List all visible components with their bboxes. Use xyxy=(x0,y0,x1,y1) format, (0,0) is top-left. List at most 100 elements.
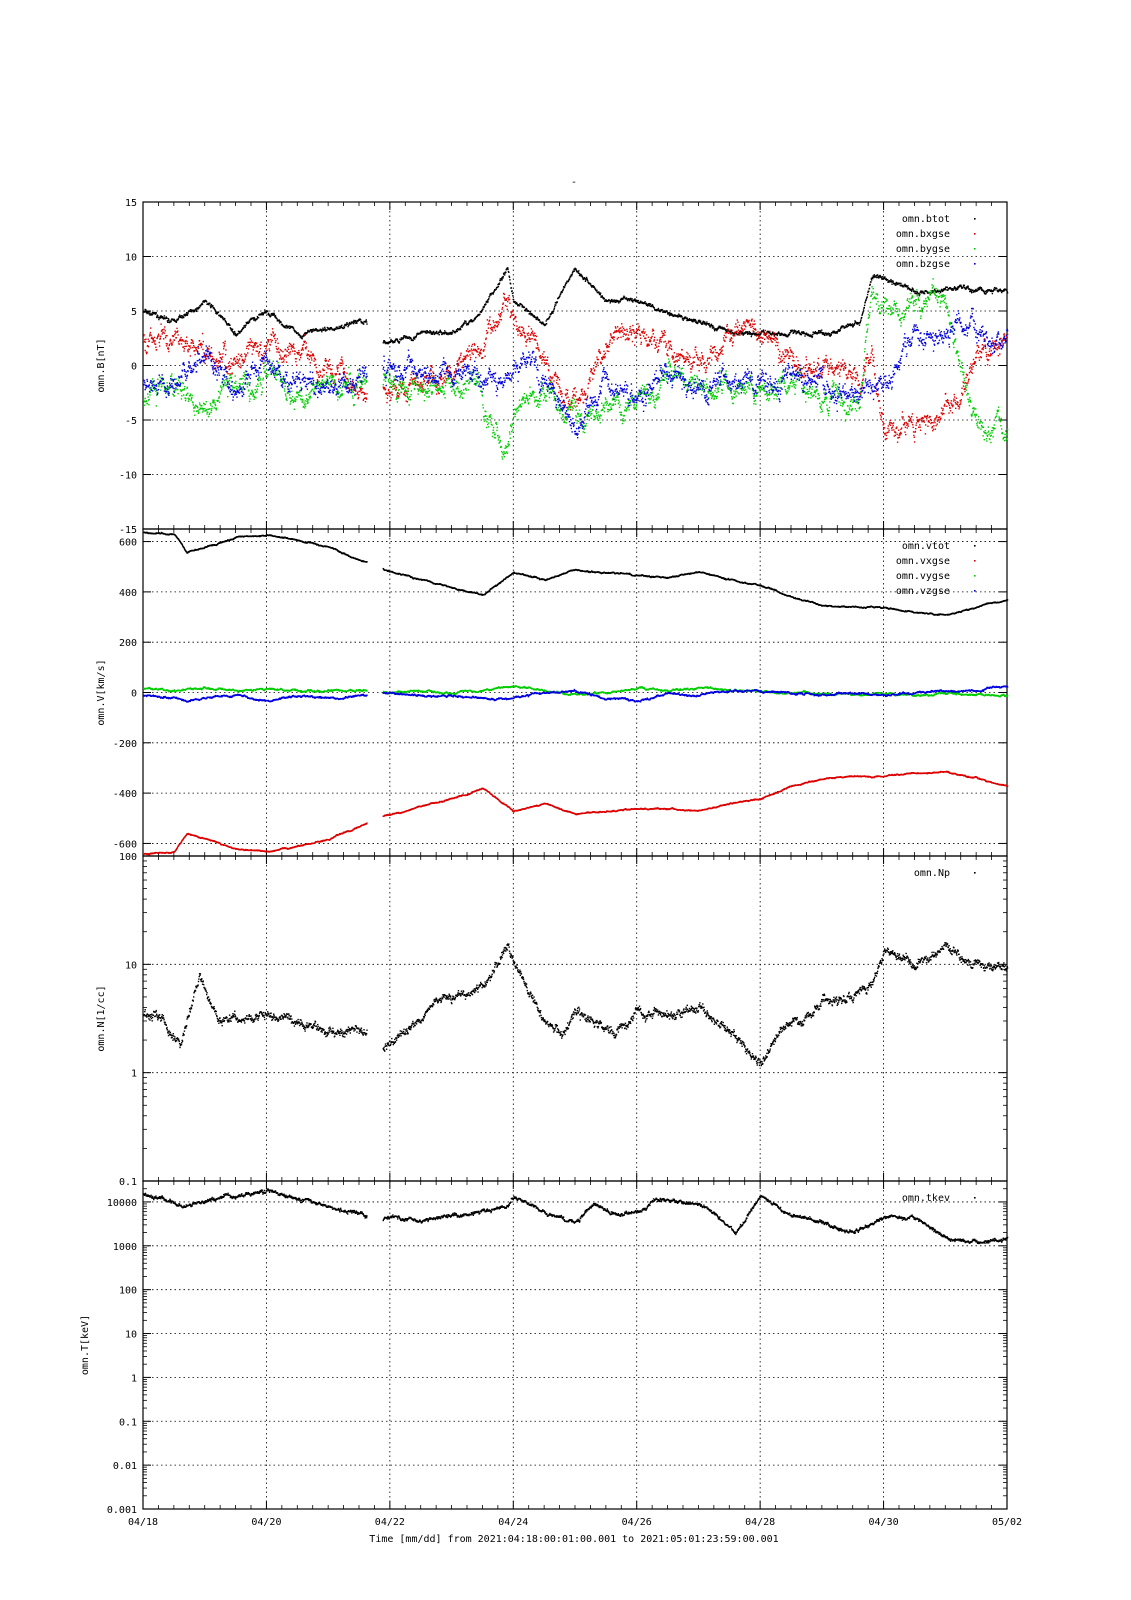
data-point xyxy=(764,339,765,340)
data-point xyxy=(564,286,565,287)
data-point xyxy=(217,365,218,366)
data-point xyxy=(884,276,885,277)
data-point xyxy=(561,393,562,394)
data-point xyxy=(751,320,752,321)
data-point xyxy=(696,355,697,356)
data-point xyxy=(293,346,294,347)
data-point xyxy=(991,354,992,355)
data-point xyxy=(236,356,237,357)
data-point xyxy=(554,306,555,307)
data-point xyxy=(865,366,866,367)
data-point xyxy=(687,357,688,358)
data-point xyxy=(936,416,937,417)
data-point xyxy=(267,343,268,344)
data-point xyxy=(725,337,726,338)
data-point xyxy=(526,341,527,342)
data-point xyxy=(536,336,537,337)
data-point xyxy=(748,321,749,322)
data-point xyxy=(724,340,725,341)
data-point xyxy=(219,391,220,392)
data-point xyxy=(825,355,826,356)
data-point xyxy=(490,324,491,325)
data-point xyxy=(311,359,312,360)
data-point xyxy=(878,394,879,395)
data-point xyxy=(173,335,174,336)
data-point xyxy=(971,369,972,370)
data-point xyxy=(285,354,286,355)
data-point xyxy=(932,430,933,431)
data-point xyxy=(860,319,861,320)
data-point xyxy=(834,331,835,332)
data-point xyxy=(235,360,236,361)
data-point xyxy=(258,355,259,356)
data-point xyxy=(870,281,871,282)
data-point xyxy=(629,328,630,329)
data-point xyxy=(527,339,528,340)
data-point xyxy=(610,335,611,336)
data-point xyxy=(153,340,154,341)
data-point xyxy=(143,399,144,400)
data-point xyxy=(288,349,289,350)
data-point xyxy=(181,398,182,399)
data-point xyxy=(618,329,619,330)
data-point xyxy=(481,310,482,311)
data-point xyxy=(524,307,525,308)
data-point xyxy=(304,334,305,335)
data-point xyxy=(547,360,548,361)
data-point xyxy=(734,335,735,336)
data-point xyxy=(277,338,278,339)
data-point xyxy=(229,378,230,379)
data-point xyxy=(357,398,358,399)
data-point xyxy=(441,379,442,380)
data-point xyxy=(873,360,874,361)
data-point xyxy=(165,393,166,394)
data-point xyxy=(470,359,471,360)
data-point xyxy=(871,279,872,280)
data-point xyxy=(311,357,312,358)
data-point xyxy=(942,410,943,411)
data-point xyxy=(499,282,500,283)
data-point xyxy=(416,335,417,336)
data-point xyxy=(667,350,668,351)
data-point xyxy=(899,437,900,438)
data-point xyxy=(823,333,824,334)
data-point xyxy=(428,383,429,384)
data-point xyxy=(777,342,778,343)
data-point xyxy=(943,413,944,414)
data-point xyxy=(244,360,245,361)
data-point xyxy=(867,296,868,297)
data-point xyxy=(293,344,294,345)
data-point xyxy=(748,320,749,321)
data-point xyxy=(651,344,652,345)
data-point xyxy=(473,349,474,350)
data-point xyxy=(224,318,225,319)
data-point xyxy=(145,309,146,310)
data-point xyxy=(477,346,478,347)
data-point xyxy=(534,315,535,316)
data-point xyxy=(542,353,543,354)
data-point xyxy=(791,351,792,352)
data-point xyxy=(178,380,179,381)
data-point xyxy=(957,289,958,290)
data-point xyxy=(489,296,490,297)
data-point xyxy=(604,356,605,357)
data-point xyxy=(158,334,159,335)
data-point xyxy=(234,358,235,359)
data-point xyxy=(170,321,171,322)
data-point xyxy=(288,352,289,353)
data-point xyxy=(834,370,835,371)
data-point xyxy=(633,329,634,330)
data-point xyxy=(659,341,660,342)
data-point xyxy=(750,327,751,328)
data-point xyxy=(224,343,225,344)
data-point xyxy=(220,393,221,394)
data-point xyxy=(761,344,762,345)
y-tick-label: 0 xyxy=(131,362,137,373)
data-point xyxy=(600,353,601,354)
data-point xyxy=(871,345,872,346)
data-point xyxy=(881,416,882,417)
data-point xyxy=(695,352,696,353)
data-point xyxy=(968,286,969,287)
data-point xyxy=(523,328,524,329)
data-point xyxy=(239,383,240,384)
